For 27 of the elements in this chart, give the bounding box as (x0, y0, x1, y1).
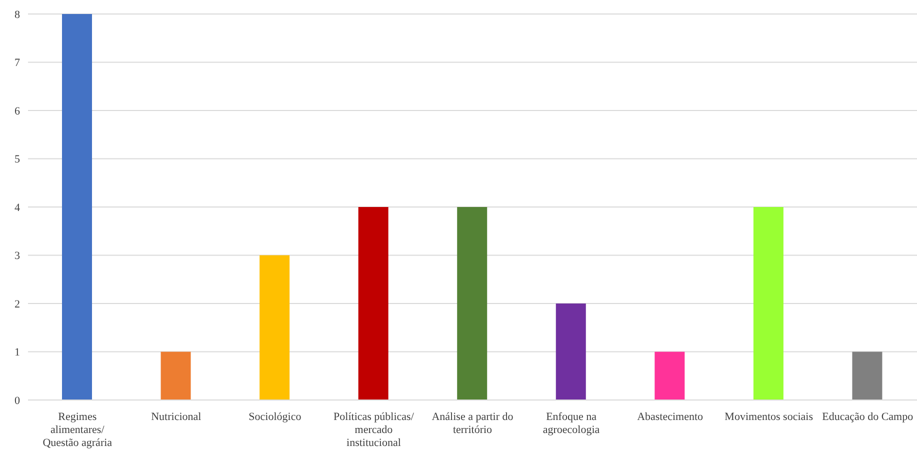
x-tick-label: Análise a partir do território (432, 411, 514, 436)
bar (753, 207, 784, 400)
y-tick-label: 2 (14, 298, 20, 310)
bar (260, 255, 290, 400)
x-tick-label: Regimes alimentares/ Questão agrária (42, 411, 112, 449)
bar (358, 207, 388, 400)
y-tick-label: 1 (14, 346, 20, 359)
y-tick-label: 4 (14, 202, 20, 214)
y-tick-label: 6 (14, 105, 20, 118)
bar (556, 304, 586, 400)
y-tick-label: 5 (14, 154, 20, 166)
x-tick-label: Movimentos sociais (724, 411, 813, 423)
bar (62, 14, 92, 400)
bar (457, 207, 488, 400)
bar (654, 352, 685, 400)
x-tick-label: Nutricional (151, 411, 202, 423)
x-tick-label: Educação do Campo (822, 411, 914, 423)
bar (160, 352, 191, 400)
x-tick-label: Abastecimento (637, 411, 704, 423)
x-tick-label: Enfoque na agroecologia (542, 411, 600, 436)
x-tick-label: Políticas públicas/ mercado institucional (334, 411, 415, 449)
x-tick-label: Sociológico (248, 411, 302, 423)
y-tick-label: 0 (14, 394, 20, 407)
bar (852, 352, 882, 400)
y-tick-label: 7 (14, 57, 20, 70)
y-tick-label: 8 (14, 8, 20, 21)
y-tick-label: 3 (14, 250, 20, 262)
